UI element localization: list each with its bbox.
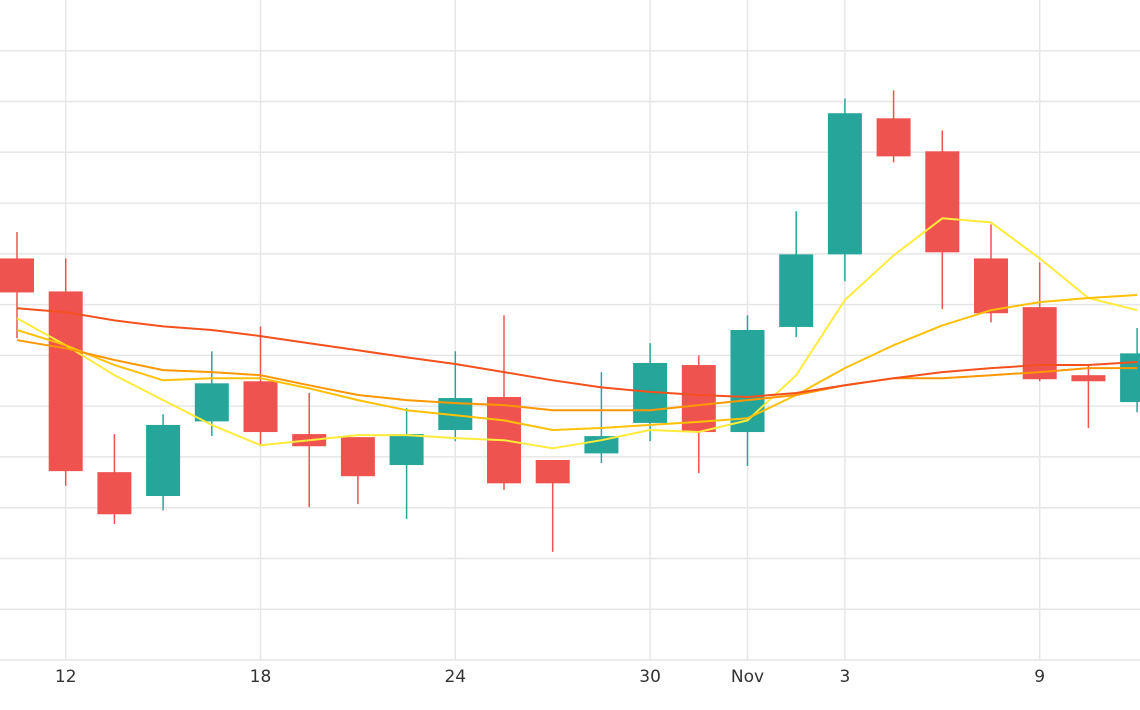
candle-body	[925, 151, 960, 253]
candle-body	[779, 254, 814, 327]
moving-average-line	[16, 339, 1138, 412]
x-tick-label: 30	[639, 667, 661, 687]
candle-body	[243, 381, 278, 433]
candle-body	[535, 459, 570, 484]
candle-body	[1120, 353, 1140, 403]
candle-body	[0, 258, 34, 293]
candle-body	[194, 383, 229, 422]
candle-body	[146, 424, 181, 497]
candle-body	[827, 113, 862, 255]
candle-body	[340, 437, 375, 477]
x-tick-label: 24	[444, 667, 466, 687]
candle-body	[1071, 375, 1106, 382]
x-tick-label: 9	[1034, 667, 1045, 687]
candle-body	[730, 330, 765, 433]
moving-average-line	[16, 217, 1138, 450]
moving-average-line	[16, 307, 1138, 398]
candle-body	[876, 118, 911, 157]
candle-body	[974, 258, 1008, 314]
moving-average-line	[16, 294, 1138, 431]
candle-body	[584, 436, 619, 454]
candle-body	[1022, 307, 1057, 380]
x-tick-label: 18	[250, 667, 272, 687]
candle-body	[389, 434, 424, 466]
x-tick-label: 3	[839, 667, 850, 687]
candle-body	[48, 291, 83, 472]
candle-body	[97, 472, 132, 515]
x-tick-label: Nov	[731, 667, 764, 687]
x-tick-label: 12	[55, 667, 77, 687]
